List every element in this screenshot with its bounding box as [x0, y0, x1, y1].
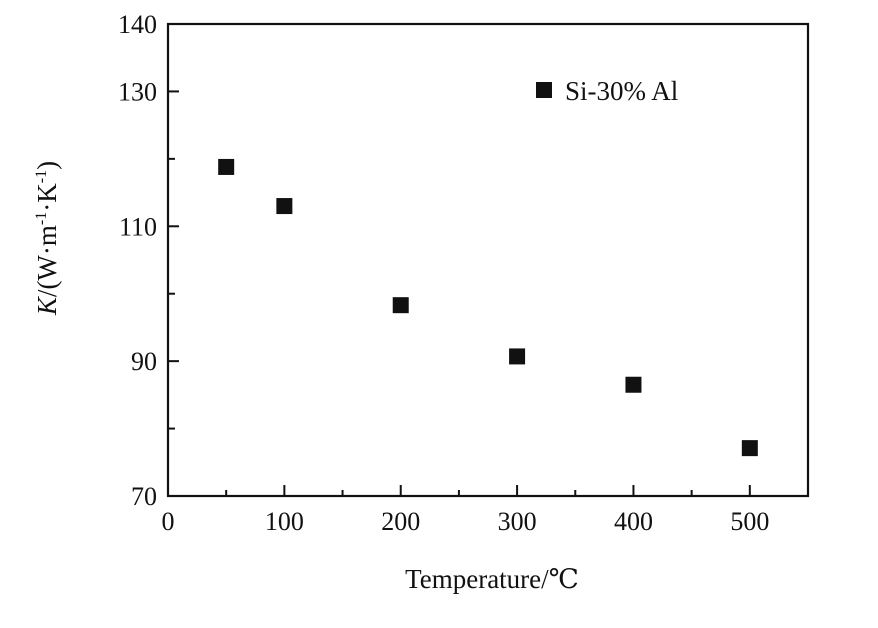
x-axis-tick-labels: 0 100 200 300 400 500 — [162, 507, 770, 536]
y-axis-title-sup2: -1 — [33, 170, 50, 183]
y-tick-label: 130 — [118, 77, 157, 106]
y-tick-label: 70 — [131, 482, 157, 511]
x-tick-label: 100 — [265, 507, 304, 536]
y-axis-title-unit-part1: /(W·m — [32, 225, 62, 297]
legend-marker-square — [536, 82, 552, 98]
y-tick-label: 110 — [119, 212, 157, 241]
data-point-square — [392, 297, 409, 314]
legend: Si-30% Al — [536, 76, 678, 106]
y-axis-title-unit-part2: ·K — [32, 183, 62, 212]
x-axis-ticks — [167, 485, 809, 496]
x-axis-title: Temperature/℃ — [405, 564, 579, 594]
y-axis-title-close: ) — [32, 161, 62, 170]
data-point-square — [509, 348, 526, 365]
x-tick-label: 400 — [614, 507, 653, 536]
x-tick-label: 0 — [162, 507, 175, 536]
y-axis-ticks — [168, 23, 179, 497]
x-tick-label: 200 — [381, 507, 420, 536]
y-axis-title: K/(W·m-1·K-1) — [32, 161, 62, 316]
data-point-square — [276, 198, 293, 215]
y-axis-title-sup1: -1 — [33, 212, 50, 225]
legend-label: Si-30% Al — [565, 76, 678, 106]
plot-frame — [166, 22, 810, 498]
y-axis-title-symbol: K — [32, 295, 62, 316]
x-tick-label: 500 — [730, 507, 769, 536]
y-tick-label: 90 — [131, 347, 157, 376]
data-points — [218, 158, 758, 457]
x-tick-label: 300 — [498, 507, 537, 536]
y-axis-tick-labels: 70 90 110 130 140 — [118, 10, 157, 511]
data-point-square — [625, 376, 642, 393]
data-point-square — [218, 158, 235, 175]
y-tick-label: 140 — [118, 10, 157, 39]
data-point-square — [741, 440, 758, 457]
